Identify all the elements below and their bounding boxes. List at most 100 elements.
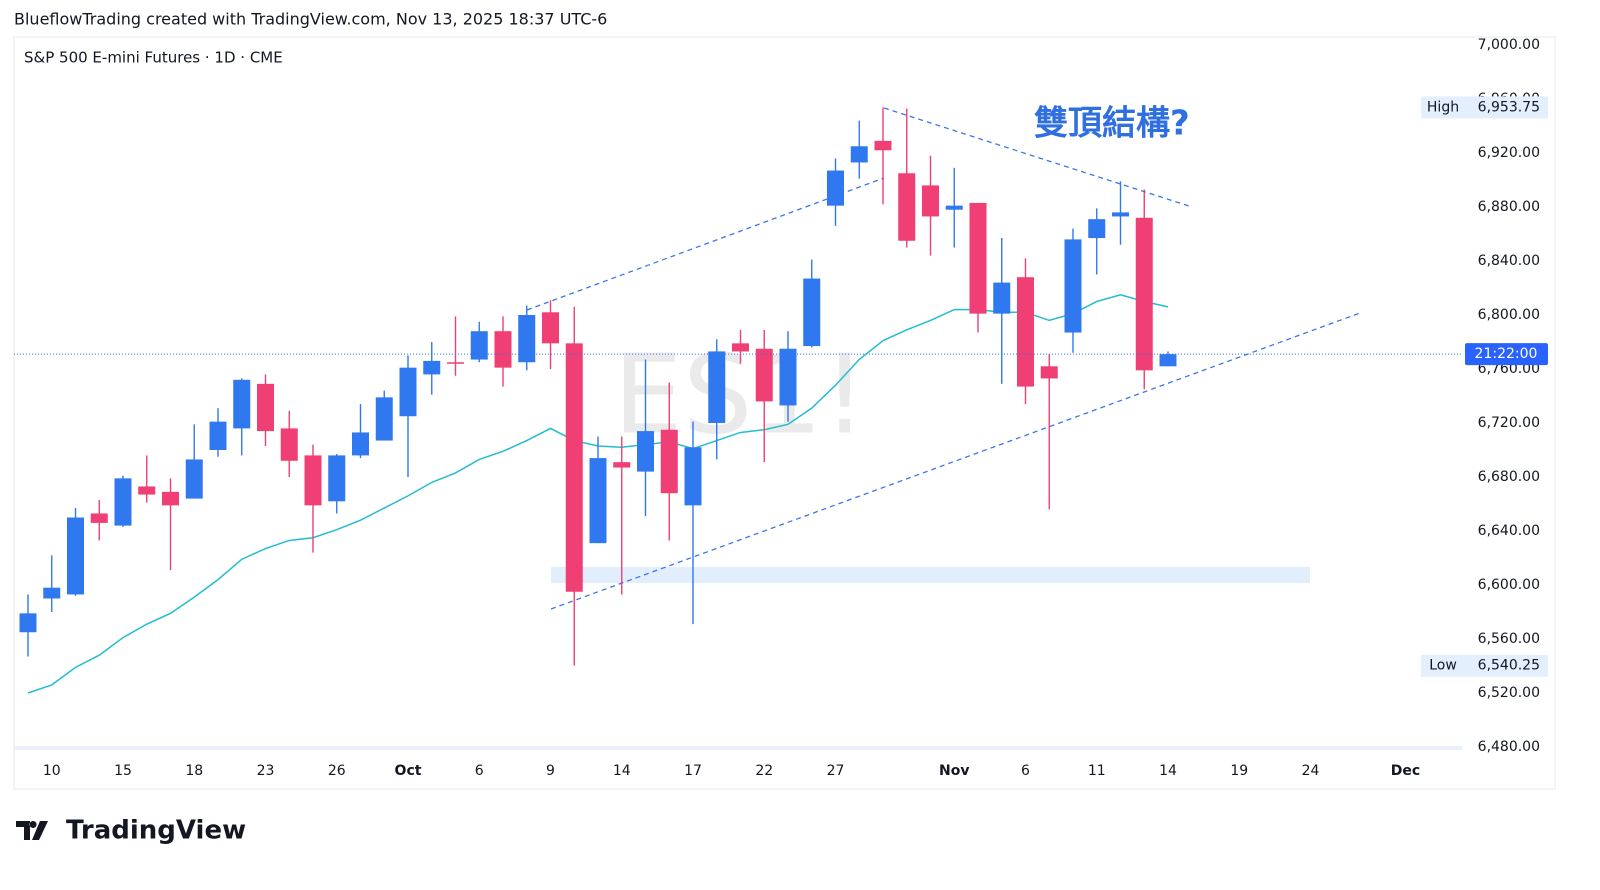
y-tick-label: 6,880.00	[1478, 199, 1540, 215]
x-tick-label: 24	[1302, 763, 1320, 779]
marker-value: 6,540.25	[1478, 658, 1540, 674]
candle	[67, 508, 84, 596]
candle	[304, 444, 322, 553]
x-tick-label: 22	[755, 763, 773, 779]
x-tick-label: 19	[1230, 763, 1248, 779]
y-tick-label: 6,720.00	[1478, 415, 1540, 431]
candle	[399, 355, 417, 477]
candle-body	[565, 343, 583, 592]
candle-body	[993, 282, 1011, 314]
candle	[1064, 228, 1082, 353]
marker-label: Low	[1429, 658, 1457, 674]
x-tick-label: 10	[43, 763, 61, 779]
brand: TradingView	[66, 816, 246, 846]
candle-body	[162, 491, 179, 506]
marker-label-box	[1421, 96, 1465, 119]
marker-label: High	[1427, 99, 1459, 115]
candle	[874, 107, 892, 205]
candle	[375, 390, 393, 441]
pane-bottom	[14, 746, 1462, 750]
y-tick-label: 6,520.00	[1478, 685, 1540, 701]
candle-body	[447, 362, 464, 364]
candle-body	[1088, 219, 1106, 239]
chart-frame	[13, 36, 1556, 790]
x-tick-label: 14	[1159, 763, 1177, 779]
candle-body	[518, 315, 536, 363]
candle	[945, 167, 963, 248]
chart-title: S&P 500 E-mini Futures · 1D · CME	[24, 49, 283, 67]
candle	[565, 306, 583, 666]
candle	[328, 454, 346, 514]
x-tick-label: Dec	[1391, 763, 1420, 779]
y-tick-label: 7,000.00	[1478, 37, 1540, 53]
brand-logo: TradingView	[16, 816, 246, 846]
header: BlueflowTrading created with TradingView…	[14, 10, 607, 29]
candle-body	[1017, 277, 1034, 387]
candle-body	[637, 431, 654, 472]
candle-body	[423, 360, 441, 375]
trendlines	[526, 107, 1361, 610]
x-tick-label: Oct	[395, 763, 422, 779]
candle-body	[827, 170, 844, 206]
candle	[423, 342, 441, 395]
y-tick-label: 6,680.00	[1478, 469, 1540, 485]
candle-body	[257, 383, 274, 432]
x-tick-label: 15	[114, 763, 132, 779]
candle	[850, 120, 868, 179]
candle	[732, 329, 749, 364]
y-tick-label: 6,480.00	[1478, 739, 1540, 755]
candle	[209, 408, 227, 457]
candle-body	[803, 278, 821, 347]
candle-body	[185, 459, 203, 499]
marker-value-box	[1465, 654, 1548, 677]
candle	[1112, 181, 1129, 245]
candle-body	[304, 455, 322, 506]
candle	[43, 555, 61, 612]
candle-body	[613, 462, 631, 468]
candle-body	[755, 348, 773, 402]
candle-body	[399, 367, 417, 417]
candle	[280, 410, 298, 477]
candle	[589, 436, 607, 544]
annotation: 雙頂結構?	[1034, 104, 1190, 144]
x-tick-label: 6	[475, 763, 484, 779]
candle-body	[1064, 239, 1082, 333]
candle-body	[328, 455, 346, 502]
candle	[447, 316, 464, 376]
candle	[827, 158, 844, 226]
candle-body	[732, 343, 749, 352]
candle-body	[1159, 354, 1177, 367]
x-tick-label: 9	[546, 763, 555, 779]
candle	[755, 329, 773, 463]
candle	[708, 339, 726, 460]
candle	[257, 374, 274, 446]
candle	[233, 378, 251, 456]
candle-body	[352, 432, 369, 456]
countdown: 21:22:00	[1475, 346, 1538, 362]
candle	[969, 202, 987, 333]
candle-body	[684, 447, 702, 506]
candle-body	[922, 185, 939, 217]
candle	[1135, 189, 1153, 390]
candle-body	[280, 428, 298, 461]
candle-body	[67, 517, 84, 595]
candle	[19, 594, 37, 657]
x-tick-label: 26	[328, 763, 346, 779]
candle	[470, 321, 488, 363]
marker-label-box	[1421, 654, 1465, 677]
candle	[898, 108, 916, 248]
y-tick-label: 6,640.00	[1478, 523, 1540, 539]
countdown-box	[1465, 343, 1548, 366]
candle-body	[19, 613, 37, 633]
candle-body	[494, 331, 512, 368]
candle	[542, 300, 559, 369]
x-tick-label: 23	[257, 763, 275, 779]
y-tick-label: 6,840.00	[1478, 253, 1540, 269]
candle-body	[1135, 217, 1153, 371]
candle	[993, 238, 1011, 384]
y-tick-label: 6,800.00	[1478, 307, 1540, 323]
candle	[1159, 351, 1177, 367]
candle-body	[233, 379, 251, 429]
candle-body	[1112, 212, 1129, 217]
